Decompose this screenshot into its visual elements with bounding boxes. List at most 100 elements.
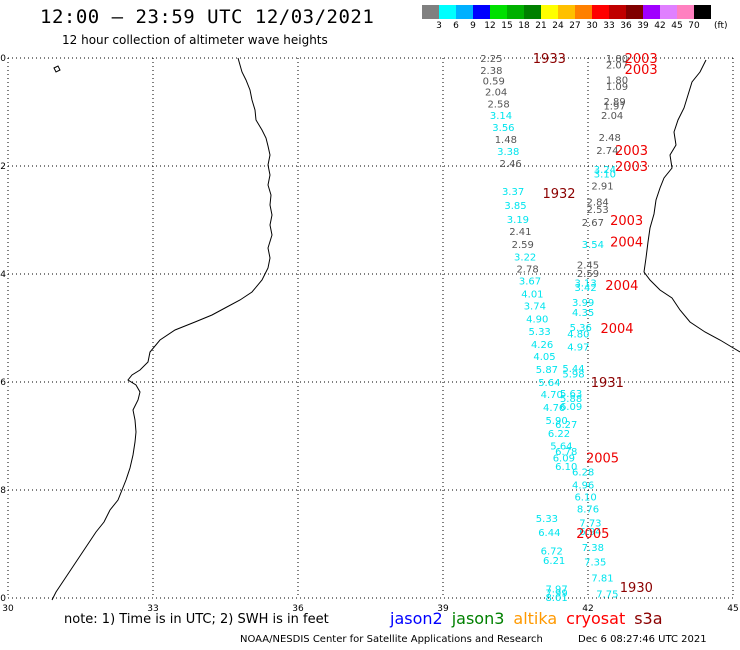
swh-value: 4.90 xyxy=(526,314,548,325)
swh-value: 2.84 xyxy=(587,198,609,209)
swh-value: 2.59 xyxy=(512,240,534,251)
swh-value: 2.04 xyxy=(601,111,623,122)
swh-value: 3.10 xyxy=(594,170,616,181)
swh-value: 5.87 xyxy=(536,365,558,376)
track-time-labels: 1933193219311930200320032003200320032004… xyxy=(533,52,658,596)
track-time-label: 2004 xyxy=(605,279,638,294)
track-time-label: 1933 xyxy=(533,52,566,67)
legend-swatch xyxy=(439,5,456,19)
legend-swatch xyxy=(575,5,592,19)
credit-line: NOAA/NESDIS Center for Satellite Applica… xyxy=(240,634,543,645)
swh-value: 7.38 xyxy=(582,543,604,554)
legend-label: 36 xyxy=(620,21,632,31)
lon-tick-label: 45 xyxy=(727,604,738,614)
swh-value: 2.91 xyxy=(591,181,613,192)
lat-tick-label: -20 xyxy=(0,54,6,64)
map-subtitle: 12 hour collection of altimeter wave hei… xyxy=(62,33,328,47)
swh-value: 1.09 xyxy=(606,82,628,93)
legend-label: 45 xyxy=(671,21,683,31)
legend-label: 27 xyxy=(569,21,581,31)
swh-value: 5.36 xyxy=(570,323,592,334)
swh-value: 2.45 xyxy=(577,260,599,271)
swh-value: 2.38 xyxy=(480,66,502,77)
swh-value: 4.05 xyxy=(533,352,555,363)
swh-value: 4.35 xyxy=(572,308,594,319)
satellite-jason2: jason2 xyxy=(390,609,443,628)
lon-tick-label: 42 xyxy=(582,604,593,614)
swh-value: 3.54 xyxy=(582,240,604,251)
swh-value: 6.28 xyxy=(572,468,594,479)
swh-value: 5.64 xyxy=(550,442,572,453)
swh-value: 7.73 xyxy=(579,518,601,529)
axis-tick-labels: 30 33 36 39 42 45 -20 -22 -24 -26 -28 -30 xyxy=(0,54,739,614)
swh-value: 6.10 xyxy=(555,462,577,473)
legend-swatch xyxy=(541,5,558,19)
color-legend: (ft) 3 6 9 12 15 18 21 24 27 30 33 36 39 42 45 70 xyxy=(422,5,728,33)
swh-value: 2.58 xyxy=(487,99,509,110)
track-time-label: 2005 xyxy=(576,527,609,542)
legend-label: 33 xyxy=(603,21,615,31)
lat-tick-label: -28 xyxy=(0,486,6,496)
satellite-key: jason2 jason3 altika cryosat s3a xyxy=(390,609,672,628)
swh-value: 3.14 xyxy=(490,111,512,122)
swh-value: 1.48 xyxy=(495,135,517,146)
legend-swatches xyxy=(422,5,728,19)
swh-value: 6.10 xyxy=(574,492,596,503)
swh-value: 1.80 xyxy=(606,76,628,87)
swh-value: 8.01 xyxy=(545,593,567,604)
legend-swatch xyxy=(558,5,575,19)
swh-value: 3.99 xyxy=(572,298,594,309)
legend-label: 12 xyxy=(484,21,496,31)
swh-value: 7.99 xyxy=(545,589,567,600)
swh-value: 5.90 xyxy=(545,416,567,427)
swh-value: 7.75 xyxy=(596,590,618,601)
legend-label: 42 xyxy=(654,21,666,31)
legend-swatch xyxy=(507,5,524,19)
swh-value: 2.53 xyxy=(587,205,609,216)
track-time-label: 1930 xyxy=(620,581,653,596)
swh-value: 3.37 xyxy=(502,187,524,198)
lat-tick-label: -22 xyxy=(0,162,6,172)
swh-value: 6.09 xyxy=(560,402,582,413)
swh-value: 7.97 xyxy=(545,584,567,595)
track-time-label: 2004 xyxy=(600,322,633,337)
legend-swatch xyxy=(456,5,473,19)
swh-value: 3.19 xyxy=(507,215,529,226)
swh-value: 3.74 xyxy=(524,301,546,312)
swh-value: 5.64 xyxy=(538,378,560,389)
track-time-label: 2003 xyxy=(615,160,648,175)
swh-value: 8.76 xyxy=(577,504,599,515)
legend-swatch xyxy=(694,5,711,19)
lon-tick-label: 33 xyxy=(147,604,158,614)
swh-value: 6.22 xyxy=(548,429,570,440)
satellite-cryosat: cryosat xyxy=(566,609,626,628)
swh-value: 6.94 xyxy=(579,527,601,538)
timestamp: Dec 6 08:27:46 UTC 2021 xyxy=(578,634,707,645)
legend-swatch xyxy=(643,5,660,19)
small-island xyxy=(53,65,61,73)
legend-swatch xyxy=(677,5,694,19)
track-time-label: 1932 xyxy=(542,187,575,202)
legend-unit: (ft) xyxy=(714,21,728,31)
legend-label: 3 xyxy=(436,21,442,31)
swh-value: 3.13 xyxy=(574,279,596,290)
swh-value: 2.59 xyxy=(577,269,599,280)
legend-label: 18 xyxy=(518,21,530,31)
swh-value: 5.88 xyxy=(560,394,582,405)
legend-swatch xyxy=(609,5,626,19)
lat-tick-label: -30 xyxy=(0,594,6,604)
swh-value: 2.41 xyxy=(509,227,531,238)
swh-value: 3.67 xyxy=(519,276,541,287)
legend-label: 6 xyxy=(453,21,459,31)
satellite-jason3: jason3 xyxy=(451,609,505,628)
satellite-s3a: s3a xyxy=(634,609,663,628)
swh-value: 6.44 xyxy=(538,528,560,539)
swh-value: 4.96 xyxy=(572,481,594,492)
swh-value: 4.97 xyxy=(567,342,589,353)
swh-value: 6.21 xyxy=(543,556,565,567)
legend-label: 21 xyxy=(535,21,547,31)
swh-value: 3.38 xyxy=(497,147,519,158)
track-time-label: 2003 xyxy=(625,52,658,67)
lat-lon-grid xyxy=(7,57,734,599)
lon-tick-label: 39 xyxy=(437,604,449,614)
